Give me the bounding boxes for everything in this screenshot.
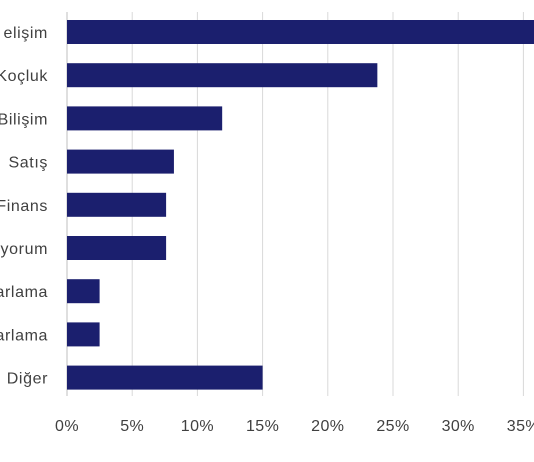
x-tick-label: 15%: [246, 418, 279, 435]
category-label: arlama: [0, 327, 48, 344]
category-label: Koçluk: [0, 68, 48, 85]
x-tick-label: 25%: [376, 418, 409, 435]
category-label: elişim: [4, 25, 49, 42]
bar: [67, 365, 263, 390]
x-tick-label: 5%: [120, 418, 144, 435]
x-tick-label: 30%: [442, 418, 475, 435]
bar: [67, 20, 534, 44]
bar-layer: [67, 20, 534, 390]
bar: [67, 236, 167, 260]
bar: [67, 322, 100, 347]
x-tick-label: 35%: [507, 418, 534, 435]
bar: [67, 63, 378, 88]
x-tick-label: 0%: [55, 418, 79, 435]
category-label: arlama: [0, 284, 48, 301]
category-label: Bilişim: [0, 111, 48, 128]
category-label: Diğer: [7, 371, 48, 388]
bar: [67, 279, 100, 304]
category-label: Satış: [9, 155, 48, 172]
category-label: yorum: [1, 241, 48, 258]
bar: [67, 192, 167, 217]
category-label: Finans: [0, 198, 48, 215]
category-labels: elişim Koçluk Bilişim Satış Finans yorum arlam…: [0, 25, 48, 388]
x-tick-label: 20%: [311, 418, 344, 435]
x-axis-tick-labels: 0% 5% 10% 15% 20% 25% 30% 35%: [55, 418, 534, 435]
x-tick-label: 10%: [181, 418, 214, 435]
bar: [67, 106, 223, 131]
bar: [67, 149, 174, 174]
